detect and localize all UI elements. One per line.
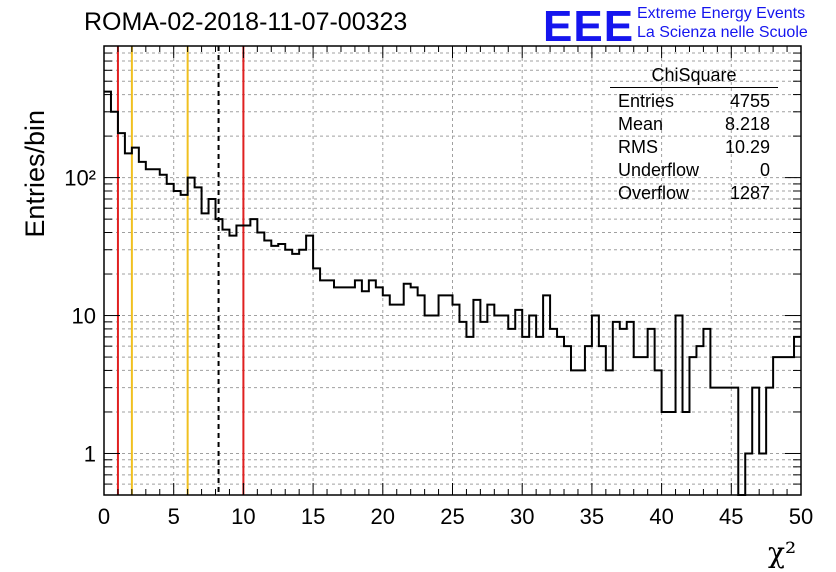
x-tick-label: 10: [231, 504, 255, 529]
stats-label: RMS: [618, 137, 658, 157]
stats-row-mean: Mean 8.218: [610, 113, 778, 136]
x-tick-label: 15: [301, 504, 325, 529]
stats-box: ChiSquare Entries 4755 Mean 8.218 RMS 10…: [610, 65, 778, 205]
eee-logo: EEE: [543, 2, 635, 51]
y-tick-label: 10: [72, 304, 96, 329]
x-tick-label: 40: [649, 504, 673, 529]
x-tick-label: 45: [719, 504, 743, 529]
stats-label: Mean: [618, 114, 664, 134]
stats-value: 10.29: [724, 137, 770, 157]
logo-line-1: Extreme Energy Events: [637, 5, 806, 22]
logo-line-2: La Scienza nelle Scuole: [637, 24, 808, 41]
x-tick-label: 25: [440, 504, 464, 529]
stats-value: 1287: [729, 183, 770, 203]
y-tick-label: 10²: [64, 166, 96, 191]
stats-row-underflow: Underflow 0: [610, 159, 778, 182]
axes: 0 5 10 15 20 25 30 35 40 45 50 1 10 10²: [64, 45, 813, 529]
x-tick-label: 50: [789, 504, 813, 529]
x-tick-label: 35: [580, 504, 604, 529]
stats-row-rms: RMS 10.29: [610, 136, 778, 159]
stats-value: 8.218: [724, 114, 770, 134]
stats-row-overflow: Overflow 1287: [610, 182, 778, 205]
stats-label: Underflow: [618, 160, 700, 180]
stats-value: 4755: [729, 91, 770, 111]
reference-lines: [116, 46, 245, 495]
stats-row-entries: Entries 4755: [610, 90, 778, 113]
histogram-line: [104, 90, 801, 496]
stats-value: 0: [759, 160, 770, 180]
x-tick-label: 30: [510, 504, 534, 529]
y-axis-label: Entries/bin: [20, 110, 50, 238]
stats-label: Entries: [618, 91, 675, 111]
plot-title: ROMA-02-2018-11-07-00323: [84, 8, 408, 36]
x-axis-label: χ²: [768, 536, 797, 569]
x-tick-label: 0: [98, 504, 110, 529]
stats-label: Overflow: [618, 183, 690, 203]
stats-title: ChiSquare: [610, 65, 778, 88]
histogram-series: [104, 90, 801, 496]
x-tick-label: 5: [168, 504, 180, 529]
y-tick-label: 1: [84, 441, 96, 466]
x-tick-label: 20: [371, 504, 395, 529]
